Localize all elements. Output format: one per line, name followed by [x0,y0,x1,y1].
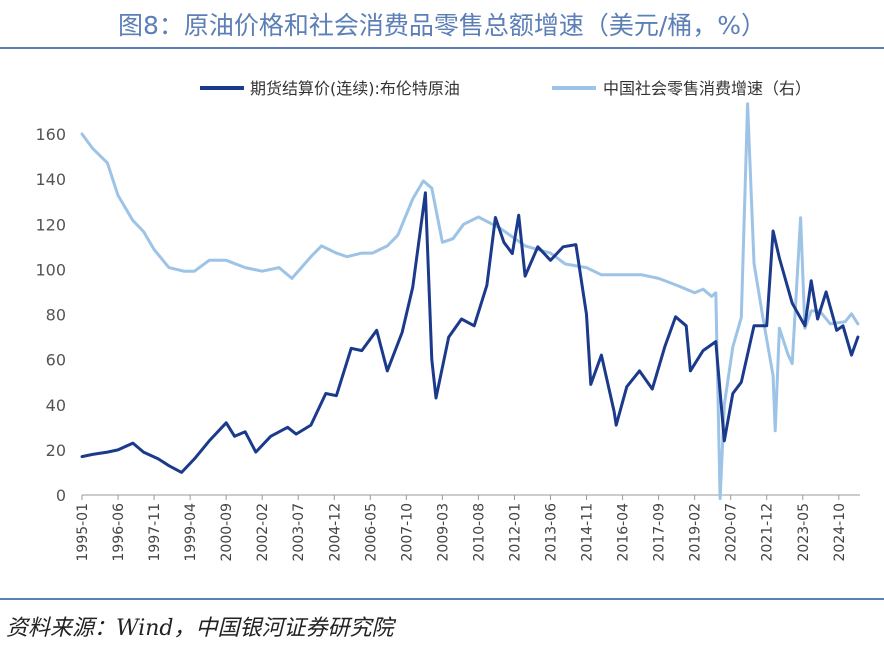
legend-label: 中国社会零售消费增速（右） [603,79,811,98]
line-chart: 期货结算价(连续):布伦特原油 中国社会零售消费增速（右） 0 20 40 60 80 10… [35,79,860,562]
x-tick-label: 2013-06 [543,503,559,562]
series-layer [80,102,860,501]
x-tick-label: 1999-04 [183,503,199,562]
x-tick-label: 1996-06 [111,503,127,562]
x-tick-label: 2004-12 [327,503,343,562]
legend: 期货结算价(连续):布伦特原油 中国社会零售消费增速（右） [200,79,811,98]
x-tick-label: 2007-10 [399,503,415,562]
series-line-retail-sales [80,102,860,501]
x-tick-label: 2021-12 [760,503,776,562]
x-tick-label: 2016-04 [616,503,632,562]
chart-title: 图8：原油价格和社会消费品零售总额增速（美元/桶，%） [117,11,767,40]
y-tick-label: 60 [46,351,66,370]
x-tick-label: 2003-07 [291,503,307,562]
y-tick-label: 0 [56,486,66,505]
y-tick-label: 40 [46,396,66,415]
title-divider [0,47,884,49]
y-tick-label: 20 [46,441,66,460]
x-tick-label: 2024-10 [832,503,848,562]
x-tick-label: 2000-09 [219,503,235,562]
y-tick-label: 100 [35,260,66,279]
x-axis: 1995-01 1996-06 1997-11 1999-04 2000-09 2002-… [75,494,860,562]
x-tick-label: 1995-01 [75,503,91,562]
x-tick-label: 1997-11 [147,503,163,562]
series-line-brent [80,191,860,474]
bottom-divider [0,598,884,600]
x-tick-label: 2019-02 [688,503,704,562]
x-tick-label: 2023-05 [796,503,812,562]
x-tick-label: 2012-01 [507,503,523,562]
x-tick-label: 2017-09 [652,503,668,562]
x-tick-label: 2009-03 [435,503,451,562]
x-tick-label: 2020-07 [724,503,740,562]
legend-label: 期货结算价(连续):布伦特原油 [250,79,460,98]
x-tick-label: 2006-05 [363,503,379,562]
source-note: 资料来源：Wind，中国银河证券研究院 [6,616,394,641]
x-tick-label: 2010-08 [471,503,487,562]
y-tick-label: 80 [46,306,66,325]
y-tick-label: 160 [35,125,66,144]
y-axis: 0 20 40 60 80 100 120 140 160 [35,125,66,505]
x-tick-label: 2002-02 [255,503,271,562]
x-tick-label: 2014-11 [580,503,596,562]
y-tick-label: 140 [35,170,66,189]
y-tick-label: 120 [35,215,66,234]
